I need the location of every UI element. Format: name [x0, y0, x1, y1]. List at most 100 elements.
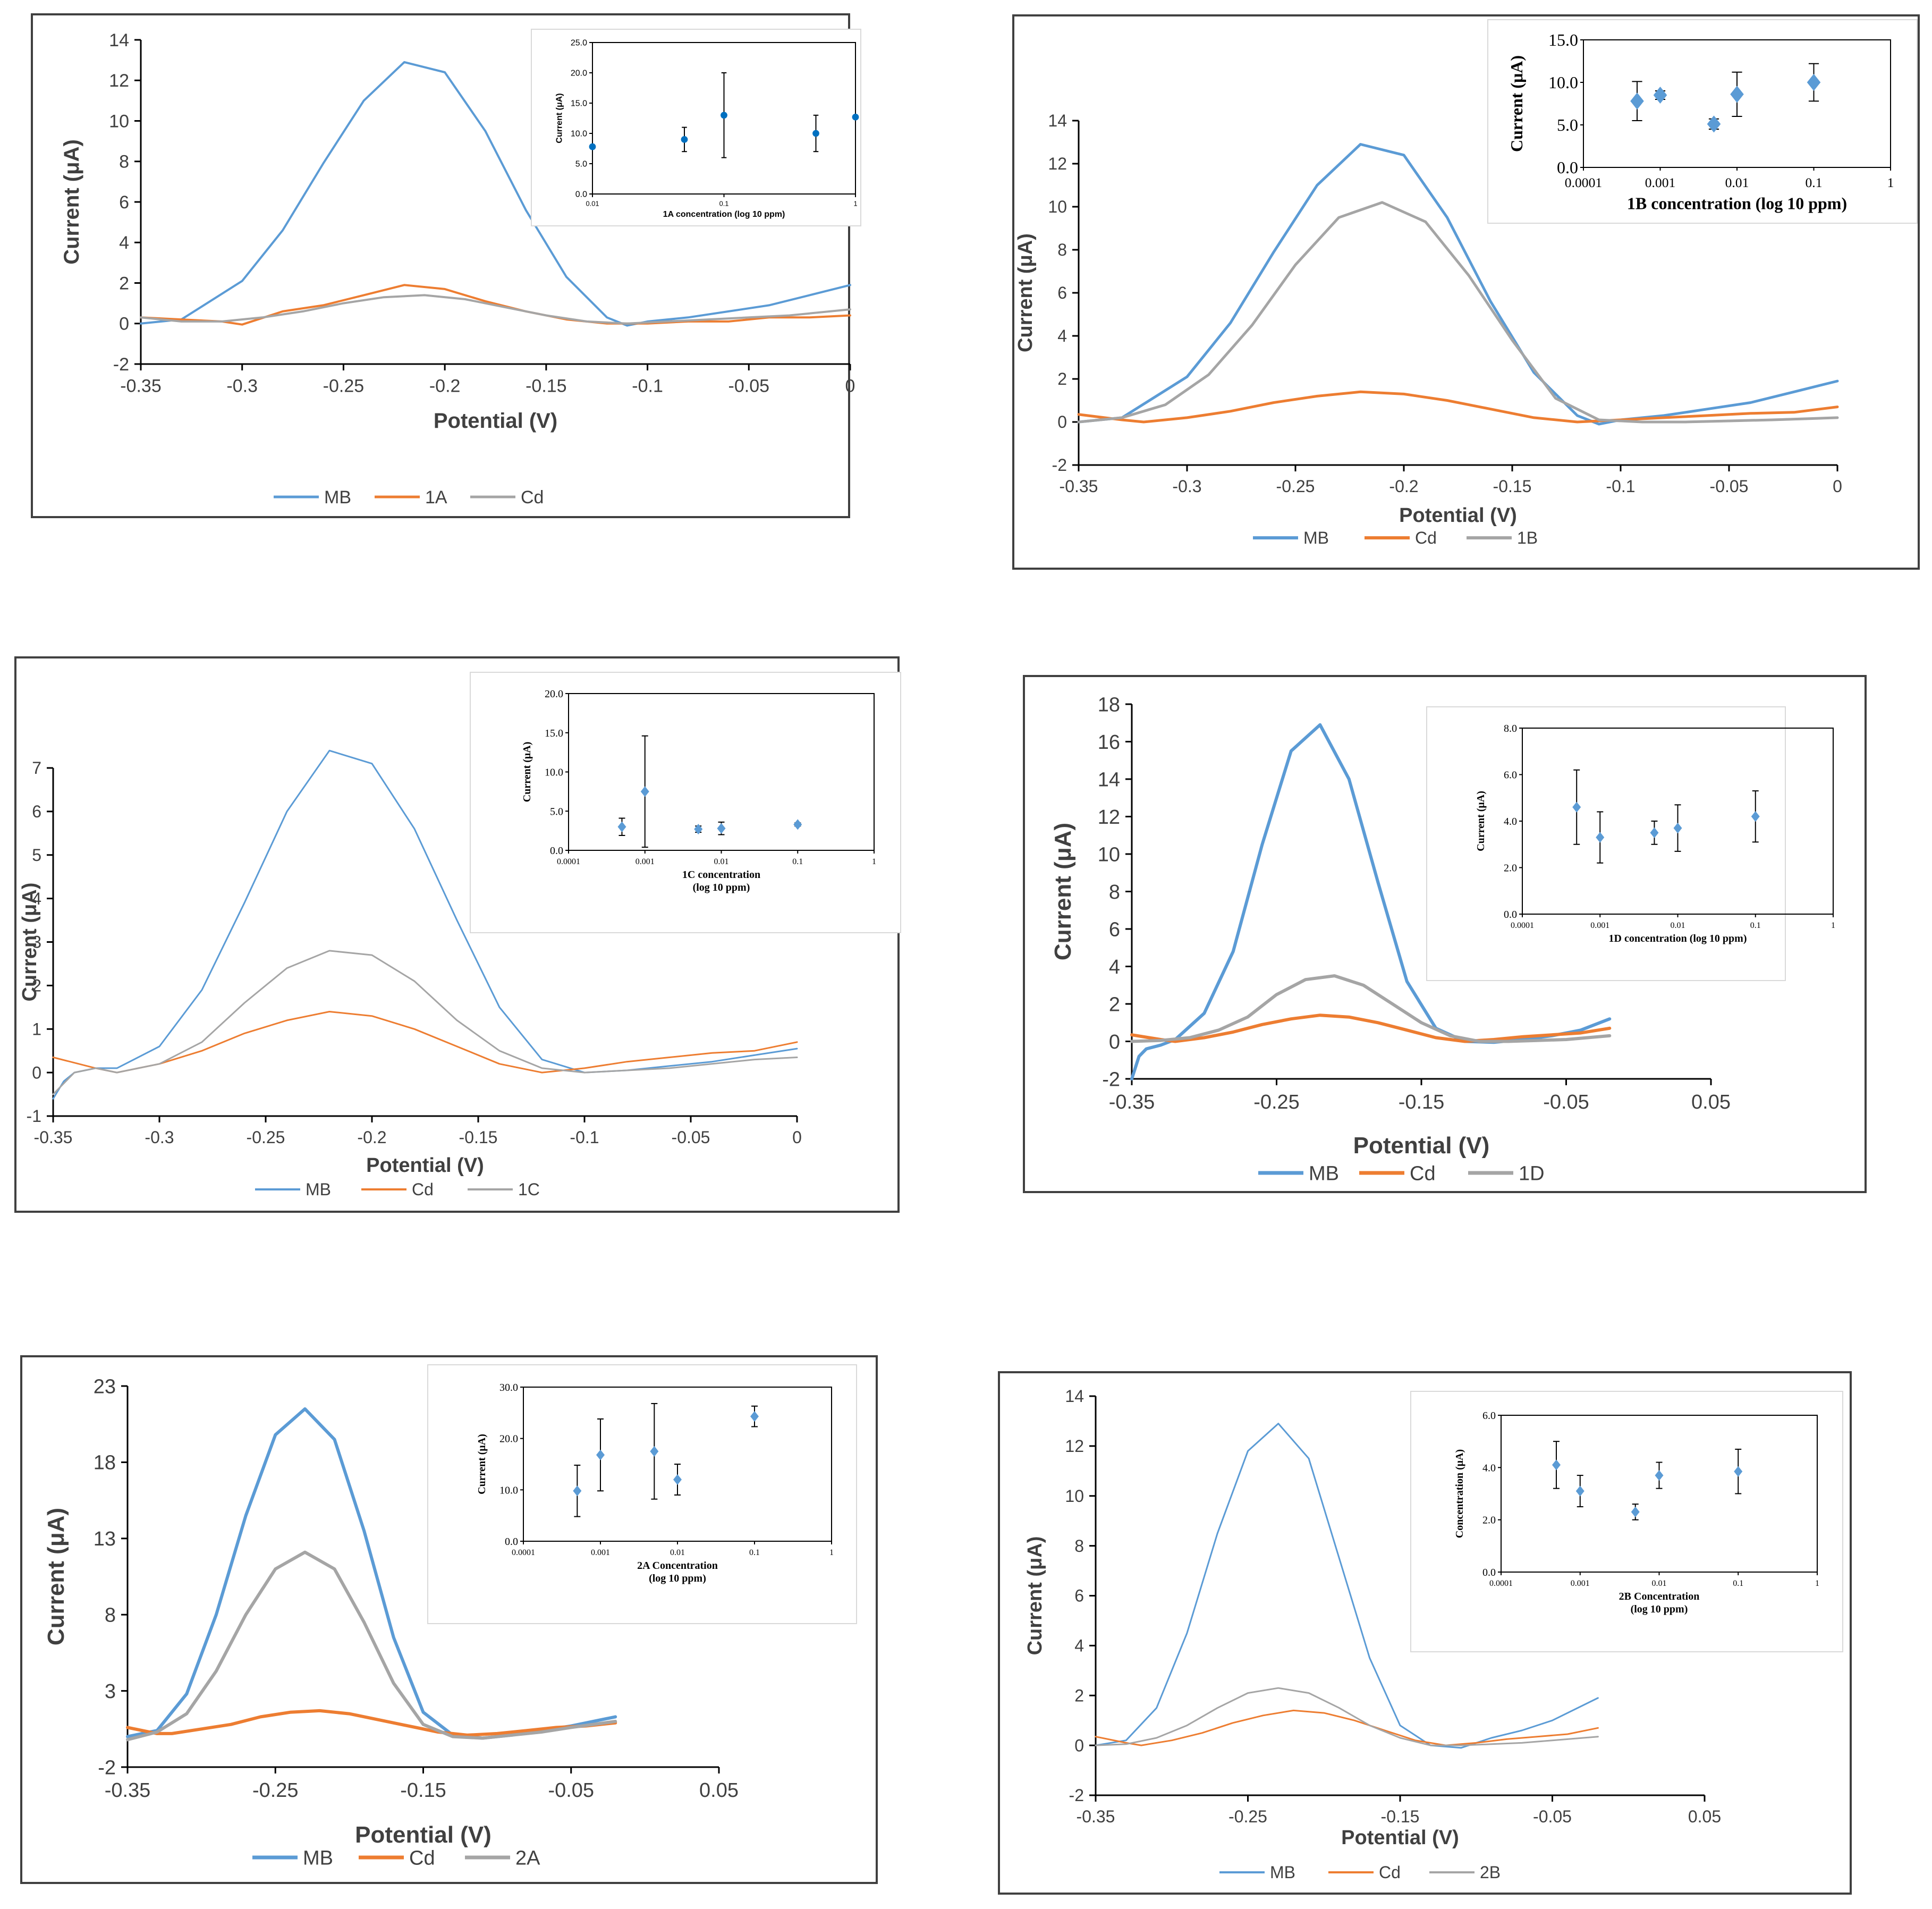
- y-tick-label: 4: [1109, 956, 1120, 978]
- inset-y-tick-label: 6.0: [1504, 770, 1517, 781]
- inset-x-tick-label: 1: [829, 1548, 834, 1557]
- inset-x-tick-label: 0.01: [1671, 921, 1685, 930]
- inset-y-tick-label: 10.0: [571, 130, 587, 139]
- series-line-cd: [1095, 1709, 1599, 1746]
- inset-x-tick-label: 0.0001: [1511, 921, 1534, 930]
- x-tick-label: 0: [792, 1128, 802, 1147]
- x-tick-label: -0.3: [145, 1128, 174, 1147]
- data-point: [681, 136, 688, 143]
- x-tick-label: -0.35: [1077, 1807, 1115, 1826]
- x-tick-label: -0.1: [1606, 477, 1635, 496]
- x-tick-label: -0.15: [1493, 477, 1532, 496]
- data-point: [1734, 1466, 1743, 1477]
- y-tick-label: -2: [98, 1756, 116, 1779]
- x-tick-label: -0.25: [1228, 1807, 1267, 1826]
- x-tick-label: -0.25: [247, 1128, 285, 1147]
- y-tick-label: 2: [119, 273, 129, 293]
- y-axis-label: Current (μA): [19, 883, 41, 1002]
- data-point: [717, 823, 726, 834]
- x-tick-label: -0.05: [1533, 1807, 1572, 1826]
- y-tick-label: 10: [109, 111, 129, 131]
- inset-y-tick-label: 2.0: [1482, 1515, 1496, 1526]
- data-point: [1653, 87, 1667, 104]
- inset-x-tick-label: 1: [872, 857, 876, 866]
- y-axis-label: Current (μA): [60, 139, 83, 265]
- inset-y-tick-label: 15.0: [571, 99, 587, 108]
- inset-x-tick-label: 0.001: [591, 1548, 610, 1557]
- inset-y-tick-label: 0.0: [505, 1536, 518, 1548]
- series-line-mb: [1077, 143, 1839, 426]
- series-line-cd: [126, 1709, 617, 1737]
- inset-y-tick-label: 4.0: [1482, 1462, 1496, 1474]
- series-line-mb: [1095, 1423, 1599, 1749]
- inset-2b: 0.0 2.0 4.0 6.0 0.0001 0.001 0.01 0.1 1 2B Concen…: [1454, 1410, 1819, 1615]
- inset-x-tick-label: 0.001: [1571, 1579, 1590, 1588]
- inset-x-tick-label: 0.1: [719, 199, 729, 207]
- inset-x-tick-label: 0.01: [1725, 175, 1749, 190]
- x-tick-label: -0.25: [252, 1779, 299, 1802]
- y-tick-label: 2: [1074, 1686, 1084, 1705]
- inset-1a: 0.0 5.0 10.0 15.0 20.0 25.0 0.01 0.1 1 1A concent…: [555, 39, 859, 219]
- inset-x-axis-label-2: (log 10 ppm): [649, 1573, 706, 1584]
- x-tick-label: -0.15: [526, 376, 567, 396]
- y-tick-label: 0: [1057, 412, 1067, 432]
- inset-y-axis-label: Current (μA): [1507, 55, 1526, 152]
- x-tick-label: -0.15: [1381, 1807, 1420, 1826]
- y-tick-label: 2: [1109, 993, 1120, 1016]
- y-tick-label: 6: [32, 802, 41, 821]
- y-tick-label: 14: [109, 30, 129, 50]
- x-tick-label: -0.15: [1399, 1091, 1445, 1113]
- x-tick-label: -0.35: [1060, 477, 1098, 496]
- data-point: [1552, 1459, 1561, 1471]
- inset-x-axis-label: 1A concentration (log 10 ppm): [663, 210, 785, 219]
- x-tick-label: -0.3: [226, 376, 258, 396]
- inset-y-tick-label: 0.0: [1557, 158, 1578, 177]
- y-axis-label: Current (μA): [1050, 823, 1076, 960]
- y-tick-label: 0: [119, 314, 129, 334]
- y-tick-label: 12: [1065, 1437, 1084, 1456]
- data-point: [721, 112, 727, 119]
- inset-y-tick-label: 15.0: [545, 728, 563, 739]
- legend-label: MB: [306, 1180, 331, 1199]
- x-tick-label: -0.1: [570, 1128, 599, 1147]
- inset-y-tick-label: 0.0: [1482, 1567, 1496, 1578]
- inset-y-tick-label: 20.0: [545, 688, 563, 700]
- y-tick-label: 0: [1074, 1736, 1084, 1755]
- y-tick-label: 13: [94, 1528, 116, 1550]
- inset-1d: 0.0 2.0 4.0 6.0 8.0 0.0001 0.001 0.01 0.1 1 1D con…: [1475, 723, 1835, 944]
- inset-frame: [1410, 1391, 1843, 1652]
- x-axis-label: Potential (V): [355, 1822, 492, 1848]
- legend-label: MB: [1303, 528, 1329, 547]
- legend-label: MB: [324, 487, 351, 508]
- x-tick-label: -0.35: [120, 376, 162, 396]
- x-tick-label: -0.35: [1109, 1091, 1155, 1113]
- inset-y-tick-label: 15.0: [1548, 30, 1578, 49]
- data-point: [1572, 801, 1581, 813]
- inset-1c: 0.0 5.0 10.0 15.0 20.0 0.0001 0.001 0.01 0.1 1 1C …: [521, 688, 876, 893]
- inset-2a: 0.0 10.0 20.0 30.0 0.0001 0.001 0.01 0.1 1 2A Con…: [476, 1382, 834, 1584]
- data-point: [1596, 832, 1605, 843]
- series-line-cd: [1077, 390, 1839, 424]
- inset-x-tick-label: 1: [1815, 1579, 1819, 1588]
- chart-2a: -2 3 8 13 18 23 -0.35 -0.25 -0.15 -0.05 0.05 Potent…: [43, 1364, 857, 1869]
- inset-y-tick-label: 5.0: [575, 160, 587, 169]
- inset-x-tick-label: 0.1: [1733, 1579, 1743, 1588]
- y-tick-label: 12: [1048, 154, 1067, 173]
- x-tick-label: -0.35: [105, 1779, 151, 1802]
- data-point: [1751, 811, 1760, 822]
- inset-x-tick-label: 0.1: [792, 857, 803, 866]
- y-axis-label: Current (μA): [1024, 1536, 1046, 1655]
- data-point: [673, 1474, 682, 1485]
- inset-frame: [531, 29, 861, 226]
- legend-label: Cd: [1415, 528, 1437, 547]
- inset-y-tick-label: 20.0: [571, 69, 587, 78]
- series-line-1d: [1130, 974, 1612, 1043]
- y-tick-label: 8: [1057, 240, 1067, 259]
- x-tick-label: 0: [1833, 477, 1842, 496]
- legend-label: Cd: [409, 1847, 435, 1869]
- x-tick-label: -0.05: [548, 1779, 594, 1802]
- chart-1c: -1 0 1 2 3 4 5 6 7 -0.35 -0.3 -0.25 -0.2 -0.15 -0.1 -0.…: [19, 672, 901, 1199]
- inset-y-axis-label: Current (μA): [555, 93, 564, 143]
- series-line-cd: [140, 294, 851, 325]
